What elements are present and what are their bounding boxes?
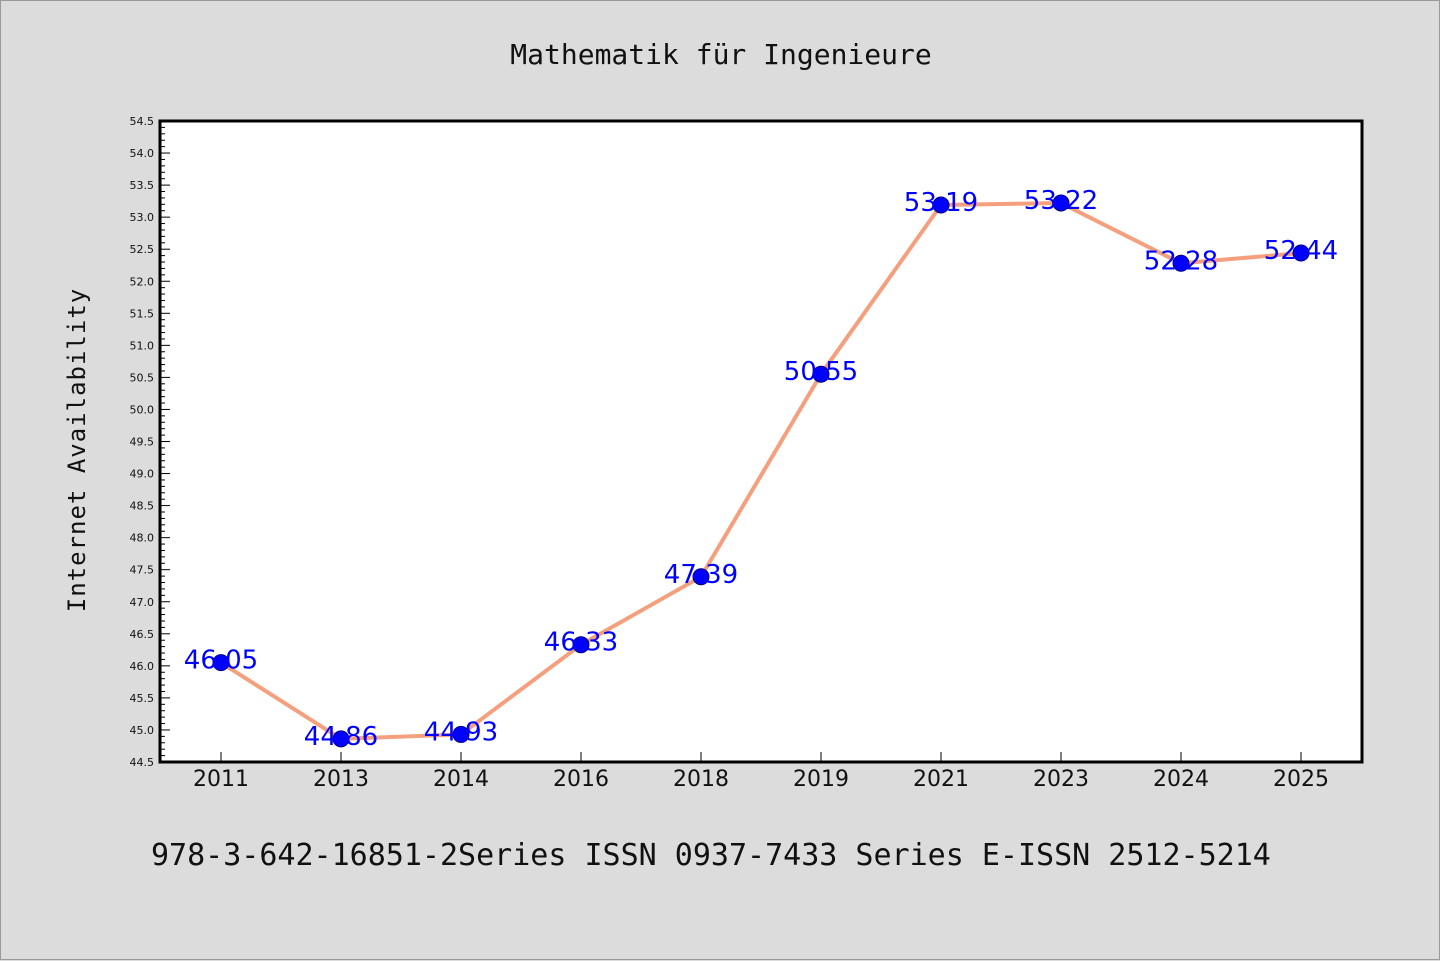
x-tick-label: 2025 <box>1273 767 1329 792</box>
data-point-marker <box>1052 194 1070 212</box>
y-tick-label: 50.0 <box>130 403 155 416</box>
data-point-marker <box>932 196 950 214</box>
y-tick-label: 46.0 <box>130 660 155 673</box>
y-tick-label: 52.0 <box>130 275 155 288</box>
y-tick-label: 54.5 <box>130 115 155 128</box>
series-line-group <box>219 201 1303 741</box>
y-tick-label: 47.0 <box>130 596 155 609</box>
data-points <box>212 194 1310 748</box>
data-labels: 46.05 44.86 44.93 46.33 47.39 50.55 53.19 53.22… <box>184 186 1338 752</box>
x-tick-label: 2021 <box>913 767 969 792</box>
y-tick-label: 50.5 <box>130 371 155 384</box>
chart-title: Mathematik für Ingenieure <box>510 38 931 71</box>
y-tick-label: 48.5 <box>130 500 155 513</box>
data-point-marker <box>212 654 230 672</box>
y-tick-label: 47.5 <box>130 564 155 577</box>
data-label: 46.05 <box>184 646 258 676</box>
data-point-marker <box>692 568 710 586</box>
y-axis-label: Internet Availability <box>63 288 91 612</box>
x-tick-label: 2024 <box>1153 767 1209 792</box>
y-tick-label: 51.0 <box>130 339 155 352</box>
data-label: 50.55 <box>784 357 858 387</box>
x-tick-label: 2013 <box>313 767 369 792</box>
data-label: 53.19 <box>904 188 978 218</box>
x-tick-label: 2014 <box>433 767 489 792</box>
data-label: 52.28 <box>1144 246 1218 276</box>
y-tick-label: 51.5 <box>130 307 155 320</box>
x-tick-label: 2011 <box>193 767 249 792</box>
data-point-marker <box>1172 254 1190 272</box>
y-tick-label: 48.0 <box>130 532 155 545</box>
y-tick-label: 45.5 <box>130 692 155 705</box>
data-label: 46.33 <box>544 628 618 658</box>
y-tick-label: 45.0 <box>130 724 155 737</box>
y-tick-label: 44.5 <box>130 756 155 769</box>
footer-isbn-text: 978-3-642-16851-2Series ISSN 0937-7433 S… <box>151 838 1271 873</box>
y-axis-ticks: 44.5 45.0 45.5 46.0 46.5 47.0 47.5 48.0 48.5 49.0… <box>130 115 170 769</box>
data-label: 44.86 <box>304 722 378 752</box>
y-tick-label: 52.5 <box>130 243 155 256</box>
x-tick-label: 2016 <box>553 767 609 792</box>
data-point-marker <box>1292 244 1310 262</box>
y-tick-label: 49.0 <box>130 468 155 481</box>
data-label: 47.39 <box>664 560 738 590</box>
y-tick-label: 53.0 <box>130 211 155 224</box>
plot-area <box>158 119 1364 764</box>
x-tick-label: 2023 <box>1033 767 1089 792</box>
series-line <box>219 201 1303 741</box>
data-label: 52.44 <box>1264 236 1338 266</box>
data-label: 53.22 <box>1024 186 1098 216</box>
data-point-marker <box>332 730 350 748</box>
x-axis-ticks: 2011 2013 2014 2016 2018 2019 2021 2023 2024 2025 <box>193 752 1329 792</box>
y-tick-label: 53.5 <box>130 179 155 192</box>
x-tick-label: 2018 <box>673 767 729 792</box>
x-tick-label: 2019 <box>793 767 849 792</box>
y-tick-label: 46.5 <box>130 628 155 641</box>
y-tick-label: 54.0 <box>130 147 155 160</box>
y-tick-label: 49.5 <box>130 436 155 449</box>
data-point-marker <box>572 636 590 654</box>
data-point-marker <box>812 365 830 383</box>
data-point-marker <box>452 725 470 743</box>
data-label: 44.93 <box>424 717 498 747</box>
